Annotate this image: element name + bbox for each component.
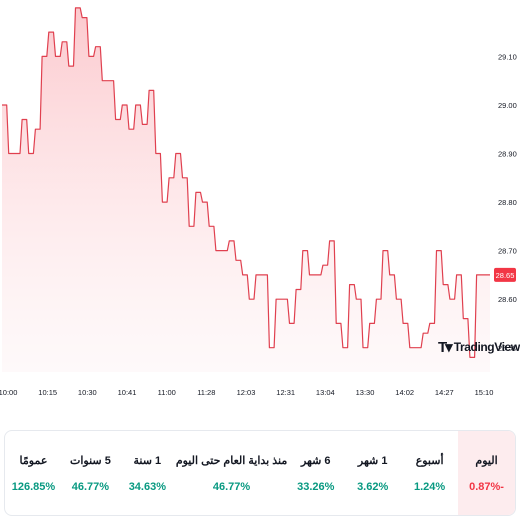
y-axis: 28.50 28.60 28.70 28.80 28.90 29.00 29.10 [498, 52, 517, 352]
period-value: 126.85% [11, 480, 56, 493]
tradingview-logo-icon: T▾ [438, 339, 453, 356]
period-value: 46.77% [71, 480, 110, 493]
price-area-fill [2, 7, 490, 373]
period-value: 46.77% [212, 480, 251, 493]
x-tick-label: 10:41 [118, 388, 137, 397]
x-tick-label: 10:30 [78, 388, 97, 397]
period-label: 1 شهر [357, 454, 388, 467]
period-6-months[interactable]: 6 شهر 33.26% [287, 431, 344, 515]
period-label: اليوم [475, 454, 498, 467]
period-5-years[interactable]: 5 سنوات 46.77% [62, 431, 119, 515]
tradingview-brand[interactable]: T▾ TradingView [438, 338, 520, 356]
period-1-year[interactable]: 1 سنة 34.63% [119, 431, 176, 515]
y-tick-label: 28.80 [498, 198, 517, 207]
x-tick-label: 10:00 [0, 388, 17, 397]
period-value: 33.26% [297, 480, 335, 493]
period-label: منذ بداية العام حتى اليوم [175, 454, 288, 467]
y-tick-label: 29.10 [498, 52, 517, 61]
period-value: 1.24% [414, 480, 446, 493]
period-label: عمومًا [19, 454, 48, 467]
x-axis: 10:00 10:15 10:30 10:41 11:00 11:28 12:03 12:31… [0, 388, 493, 397]
x-tick-label: 12:31 [276, 388, 295, 397]
period-1-week[interactable]: أسبوع 1.24% [401, 431, 458, 515]
period-label: 6 شهر [300, 454, 331, 467]
y-tick-label: 28.50 [498, 344, 517, 353]
price-line [2, 7, 490, 358]
current-price-tag-bg [494, 267, 516, 282]
performance-periods: عمومًا 126.85% 5 سنوات 46.77% 1 سنة 34.6… [4, 430, 516, 516]
current-price-tag: 28.65 [494, 267, 516, 282]
x-tick-label: 12:03 [237, 388, 256, 397]
x-tick-label: 14:27 [435, 388, 454, 397]
period-label: 5 سنوات [70, 454, 111, 467]
y-tick-label: 28.60 [498, 295, 517, 304]
y-tick-label: 29.00 [498, 101, 517, 110]
x-tick-label: 13:30 [356, 388, 375, 397]
period-1-month[interactable]: 1 شهر 3.62% [344, 431, 401, 515]
period-value: 34.63% [128, 480, 166, 493]
period-today[interactable]: اليوم 0.87%- [458, 431, 515, 515]
y-tick-label: 28.70 [498, 247, 517, 256]
period-ytd[interactable]: منذ بداية العام حتى اليوم 46.77% [176, 431, 287, 515]
period-value: 3.62% [357, 480, 389, 493]
price-chart[interactable]: 28.50 28.60 28.70 28.80 28.90 29.00 29.10 10:0… [0, 0, 520, 420]
x-tick-label: 14:02 [395, 388, 414, 397]
x-tick-label: 11:00 [158, 388, 176, 397]
period-label: أسبوع [415, 454, 444, 467]
x-tick-label: 10:15 [38, 388, 57, 397]
period-value: 0.87%- [469, 480, 504, 493]
y-tick-label: 28.90 [498, 150, 517, 159]
brand-name: TradingView [453, 340, 520, 354]
current-price-label: 28.65 [496, 271, 515, 280]
period-all-time[interactable]: عمومًا 126.85% [5, 431, 62, 515]
period-label: 1 سنة [133, 454, 162, 467]
x-tick-label: 15:10 [475, 388, 494, 397]
x-tick-label: 13:04 [316, 388, 335, 397]
x-tick-label: 11:28 [197, 388, 215, 397]
